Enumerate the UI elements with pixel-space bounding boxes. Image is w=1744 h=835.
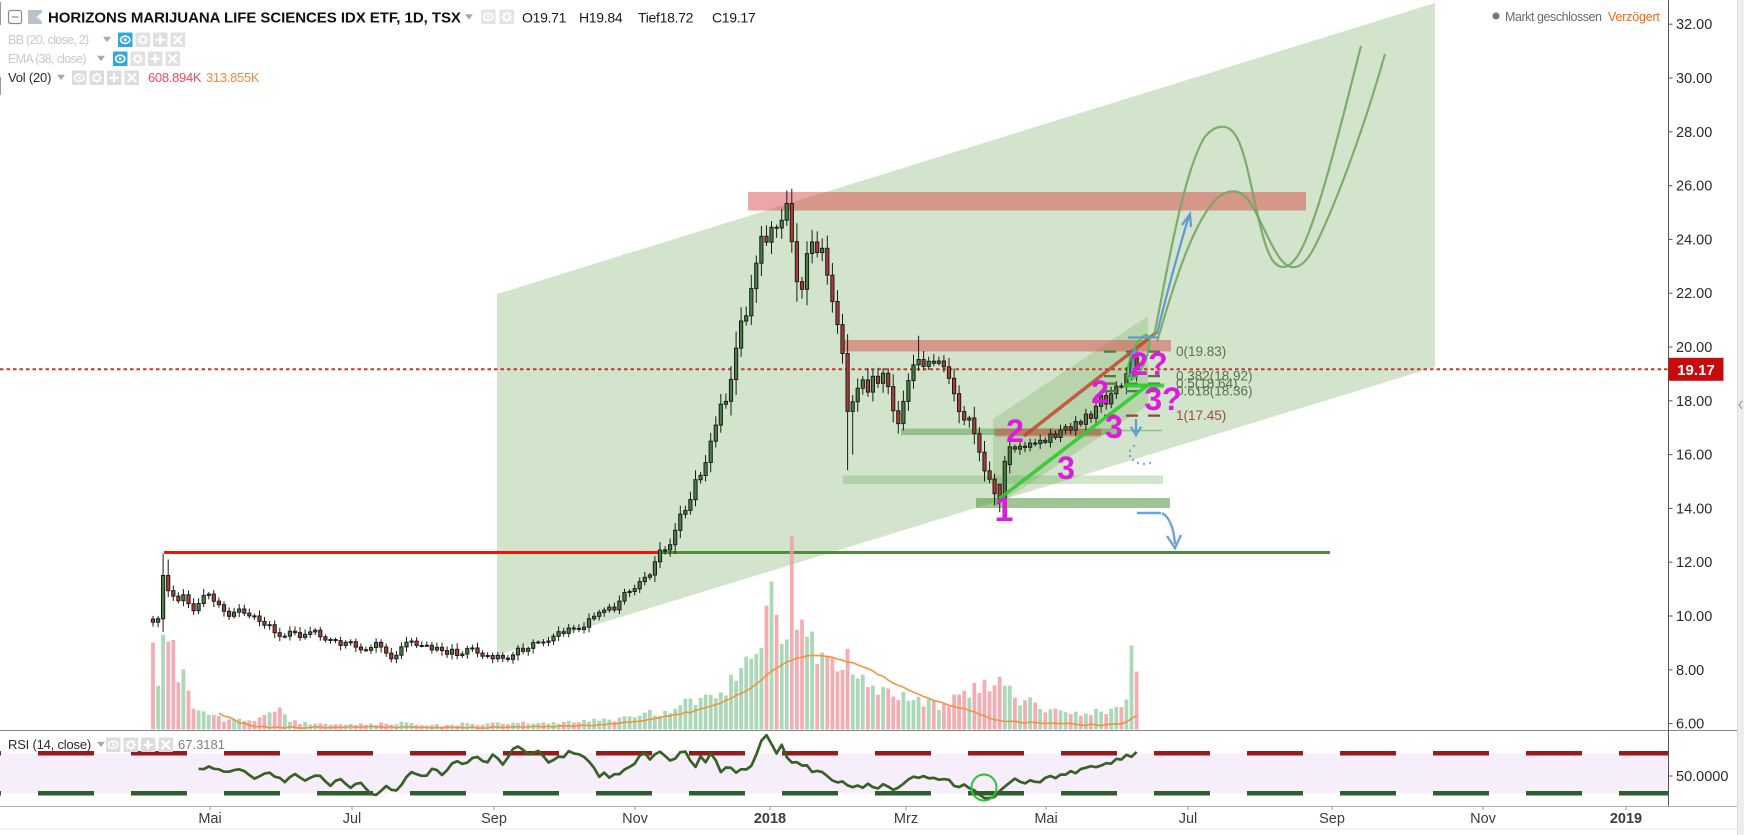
- svg-text:0.382(18.92): 0.382(18.92): [1176, 369, 1253, 384]
- svg-text:Nov: Nov: [1470, 811, 1497, 827]
- svg-text:0.5(18.64): 0.5(18.64): [1176, 376, 1238, 391]
- svg-text:0.618(18.36): 0.618(18.36): [1176, 384, 1253, 399]
- svg-text:Nov: Nov: [622, 811, 649, 827]
- svg-text:HORIZONS MARIJUANA LIFE SCIENC: HORIZONS MARIJUANA LIFE SCIENCES IDX ETF…: [48, 10, 461, 27]
- svg-text:H19.84: H19.84: [579, 10, 623, 26]
- svg-text:19.17: 19.17: [1677, 362, 1715, 379]
- svg-text:Mai: Mai: [1034, 811, 1057, 827]
- svg-text:3: 3: [1057, 450, 1075, 486]
- svg-text:8.00: 8.00: [1676, 663, 1704, 679]
- svg-text:28.00: 28.00: [1676, 125, 1712, 141]
- svg-text:Jul: Jul: [343, 811, 362, 827]
- svg-text:3?: 3?: [1144, 381, 1181, 417]
- svg-text:Tief18.72: Tief18.72: [638, 10, 694, 26]
- svg-text:1(17.45): 1(17.45): [1176, 408, 1226, 423]
- svg-text:22.00: 22.00: [1676, 286, 1712, 302]
- svg-text:50.0000: 50.0000: [1676, 769, 1728, 785]
- svg-text:2?: 2?: [1130, 346, 1167, 382]
- svg-text:10.00: 10.00: [1676, 609, 1712, 625]
- svg-text:C19.17: C19.17: [712, 10, 756, 26]
- svg-text:30.00: 30.00: [1676, 71, 1712, 87]
- svg-text:Mai: Mai: [198, 811, 221, 827]
- svg-text:Mrz: Mrz: [894, 811, 918, 827]
- svg-text:3: 3: [1105, 409, 1123, 445]
- svg-text:Sep: Sep: [481, 811, 507, 827]
- svg-text:2: 2: [1091, 374, 1109, 410]
- svg-text:313.855K: 313.855K: [206, 70, 260, 85]
- svg-text:Vol (20): Vol (20): [8, 70, 51, 85]
- svg-text:Verzögert: Verzögert: [1608, 10, 1660, 24]
- svg-text:24.00: 24.00: [1676, 232, 1712, 248]
- svg-text:BB (20, close, 2): BB (20, close, 2): [8, 33, 89, 47]
- svg-text:32.00: 32.00: [1676, 17, 1712, 33]
- svg-text:67.3181: 67.3181: [178, 737, 225, 752]
- svg-text:20.00: 20.00: [1676, 340, 1712, 356]
- svg-text:608.894K: 608.894K: [148, 70, 202, 85]
- svg-text:1: 1: [995, 491, 1014, 529]
- svg-text:O19.71: O19.71: [522, 10, 567, 26]
- svg-text:2: 2: [1006, 413, 1024, 449]
- svg-text:Sep: Sep: [1319, 811, 1345, 827]
- svg-text:2019: 2019: [1610, 811, 1642, 827]
- svg-text:16.00: 16.00: [1676, 448, 1712, 464]
- svg-text:Jul: Jul: [1179, 811, 1198, 827]
- svg-text:0(19.83): 0(19.83): [1176, 344, 1226, 359]
- svg-text:14.00: 14.00: [1676, 501, 1712, 517]
- svg-text:12.00: 12.00: [1676, 555, 1712, 571]
- svg-text:18.00: 18.00: [1676, 394, 1712, 410]
- svg-text:2018: 2018: [754, 811, 786, 827]
- svg-text:6.00: 6.00: [1676, 717, 1704, 733]
- svg-text:EMA (38, close): EMA (38, close): [8, 52, 86, 66]
- svg-text:RSI (14, close): RSI (14, close): [8, 737, 91, 752]
- svg-text:26.00: 26.00: [1676, 179, 1712, 195]
- svg-text:Markt geschlossen: Markt geschlossen: [1505, 10, 1602, 24]
